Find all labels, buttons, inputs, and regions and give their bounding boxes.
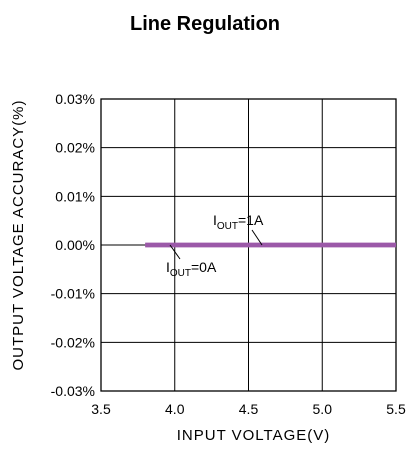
annotation-iout-1a: IOUT=1A xyxy=(213,212,264,232)
y-tick-label: 0.03% xyxy=(55,91,95,107)
y-tick-label: 0.01% xyxy=(55,188,95,204)
x-tick-label: 3.5 xyxy=(91,401,111,417)
x-tick-label: 4.5 xyxy=(239,401,259,417)
chart-title: Line Regulation xyxy=(130,13,280,35)
y-tick-label: 0.00% xyxy=(55,237,95,253)
y-tick-label: -0.03% xyxy=(51,383,95,399)
leader-line-1a xyxy=(251,229,263,246)
y-tick-label: -0.02% xyxy=(51,334,95,350)
x-tick-label: 4.0 xyxy=(165,401,185,417)
y-tick-labels: 0.03% 0.02% 0.01% 0.00% -0.01% -0.02% -0.03% xyxy=(51,91,95,399)
y-tick-label: 0.02% xyxy=(55,140,95,156)
y-axis-label: OUTPUT VOLTAGE ACCURACY(%) xyxy=(10,99,27,370)
x-tick-labels: 3.5 4.0 4.5 5.0 5.5 xyxy=(91,401,406,417)
annotation-leaders xyxy=(169,229,263,260)
x-tick-label: 5.0 xyxy=(313,401,333,417)
annotation-iout-0a: IOUT=0A xyxy=(166,259,217,279)
x-axis-label: INPUT VOLTAGE(V) xyxy=(177,427,331,444)
y-tick-label: -0.01% xyxy=(51,286,95,302)
x-tick-label: 5.5 xyxy=(386,401,406,417)
leader-line-0a xyxy=(169,244,181,260)
